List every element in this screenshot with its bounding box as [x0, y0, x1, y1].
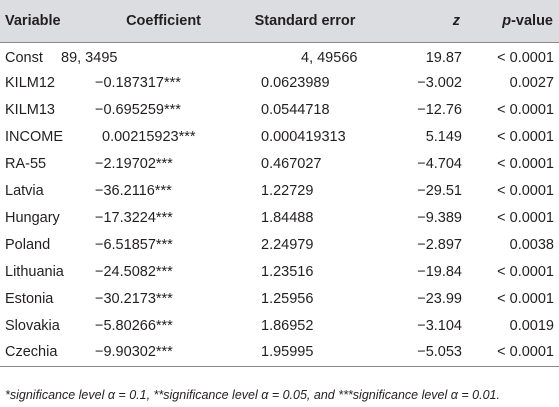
- cell-variable: Czechia: [0, 339, 95, 367]
- cell-coefficient-value: 0.00215923***: [102, 128, 196, 145]
- cell-standard-error: 1.22729: [261, 182, 314, 199]
- cell-coefficient: −2.19702***: [95, 155, 173, 172]
- cell-standard-error: 0.0623989: [261, 74, 330, 91]
- cell-variable: Slovakia: [5, 317, 60, 334]
- cell-coefficient-value: 89, 3495: [61, 49, 118, 66]
- cell-coefficient: −0.695259***: [95, 101, 181, 118]
- cell-p-value: < 0.0001: [497, 128, 554, 145]
- table-row: KILM12 −0.187317*** 0.0623989 −3.002 0.0…: [0, 69, 559, 96]
- table-row: Poland −6.51857*** 2.24979 −2.897 0.0038: [0, 231, 559, 258]
- cell-z: −9.389: [417, 209, 462, 226]
- header-p-italic: p: [502, 12, 512, 29]
- table-row: Czechia −9.90302*** 1.95995 −5.053 < 0.0…: [0, 339, 559, 367]
- header-standard-error: Standard error: [225, 0, 385, 43]
- cell-z: −23.99: [417, 290, 462, 307]
- cell-z: −2.897: [417, 236, 462, 253]
- table-row: KILM13 −0.695259*** 0.0544718 −12.76 < 0…: [0, 96, 559, 123]
- cell-standard-error: 0.0544718: [261, 101, 330, 118]
- cell-p-value: < 0.0001: [497, 263, 554, 280]
- cell-z: −19.84: [417, 263, 462, 280]
- cell-p-value: < 0.0001: [478, 339, 559, 367]
- header-variable: Variable: [0, 0, 95, 43]
- table-header-row: Variable Coefficient Standard error z p-…: [0, 0, 559, 43]
- cell-coefficient: −30.2173***: [95, 290, 173, 307]
- cell-standard-error: 1.95995: [225, 339, 385, 367]
- cell-standard-error: 1.86952: [261, 317, 314, 334]
- cell-coefficient: −5.80266***: [95, 317, 173, 334]
- table-row: INCOME 0.00215923*** 0.000419313 5.149 <…: [0, 123, 559, 150]
- cell-p-value: < 0.0001: [497, 209, 554, 226]
- header-z: z: [385, 0, 478, 43]
- cell-coefficient: −36.2116***: [95, 182, 172, 199]
- cell-coefficient: −17.3224***: [95, 209, 173, 226]
- table-row: Estonia −30.2173*** 1.25956 −23.99 < 0.0…: [0, 285, 559, 312]
- header-coefficient: Coefficient: [95, 0, 225, 43]
- cell-variable: Poland: [5, 236, 51, 253]
- cell-coefficient: 89, 3495: [61, 42, 225, 69]
- table-row: RA-55 −2.19702*** 0.467027 −4.704 < 0.00…: [0, 150, 559, 177]
- cell-variable: Lithuania: [5, 263, 64, 280]
- cell-standard-error: 0.467027: [261, 155, 322, 172]
- regression-table-wrapper: Variable Coefficient Standard error z p-…: [0, 0, 559, 367]
- cell-standard-error: 1.25956: [261, 290, 314, 307]
- cell-p-value: < 0.0001: [497, 290, 554, 307]
- cell-coefficient: 0.00215923***: [95, 123, 225, 150]
- cell-standard-error-value: 4, 49566: [301, 49, 358, 66]
- cell-variable: Estonia: [5, 290, 54, 307]
- cell-p-value: 0.0027: [509, 74, 554, 91]
- cell-z: −3.104: [417, 317, 462, 334]
- cell-coefficient: −24.5082***: [95, 263, 173, 280]
- cell-variable: Latvia: [5, 182, 44, 199]
- cell-standard-error: 4, 49566: [225, 42, 385, 69]
- cell-variable: Hungary: [5, 209, 60, 226]
- cell-z: −4.704: [417, 155, 462, 172]
- cell-coefficient: −9.90302***: [95, 339, 225, 367]
- cell-coefficient: −0.187317***: [95, 74, 181, 91]
- cell-p-value: < 0.0001: [497, 155, 554, 172]
- cell-variable: RA-55: [5, 155, 47, 172]
- cell-standard-error: 1.84488: [261, 209, 314, 226]
- header-p-suffix: -value: [511, 12, 553, 29]
- cell-variable: INCOME: [5, 128, 63, 145]
- cell-z: 5.149: [425, 128, 462, 145]
- cell-z: −3.002: [417, 74, 462, 91]
- table-row: Hungary −17.3224*** 1.84488 −9.389 < 0.0…: [0, 204, 559, 231]
- regression-results-table: Variable Coefficient Standard error z p-…: [0, 0, 559, 367]
- header-p-value: p-value: [478, 0, 559, 43]
- cell-p-value: < 0.0001: [497, 101, 554, 118]
- significance-footnote: *significance level α = 0.1, **significa…: [5, 388, 500, 402]
- cell-z: 19.87: [425, 49, 462, 66]
- table-row: Slovakia −5.80266*** 1.86952 −3.104 0.00…: [0, 312, 559, 339]
- cell-p-value: < 0.0001: [497, 182, 554, 199]
- cell-z: −5.053: [385, 339, 478, 367]
- table-row: Lithuania −24.5082*** 1.23516 −19.84 < 0…: [0, 258, 559, 285]
- table-row: Const 89, 3495 4, 49566 19.87 < 0.0001: [0, 42, 559, 69]
- cell-p-value: 0.0038: [509, 236, 554, 253]
- cell-p-value: < 0.0001: [497, 49, 554, 66]
- cell-p-value: 0.0019: [509, 317, 554, 334]
- cell-z: −29.51: [417, 182, 462, 199]
- cell-variable: Const: [5, 49, 43, 66]
- cell-variable: KILM13: [5, 101, 55, 118]
- cell-variable: KILM12: [5, 74, 55, 91]
- cell-z: −12.76: [417, 101, 462, 118]
- cell-standard-error: 0.000419313: [261, 128, 346, 145]
- cell-standard-error: 1.23516: [261, 263, 314, 280]
- cell-standard-error: 2.24979: [261, 236, 314, 253]
- table-row: Latvia −36.2116*** 1.22729 −29.51 < 0.00…: [0, 177, 559, 204]
- cell-coefficient: −6.51857***: [95, 236, 173, 253]
